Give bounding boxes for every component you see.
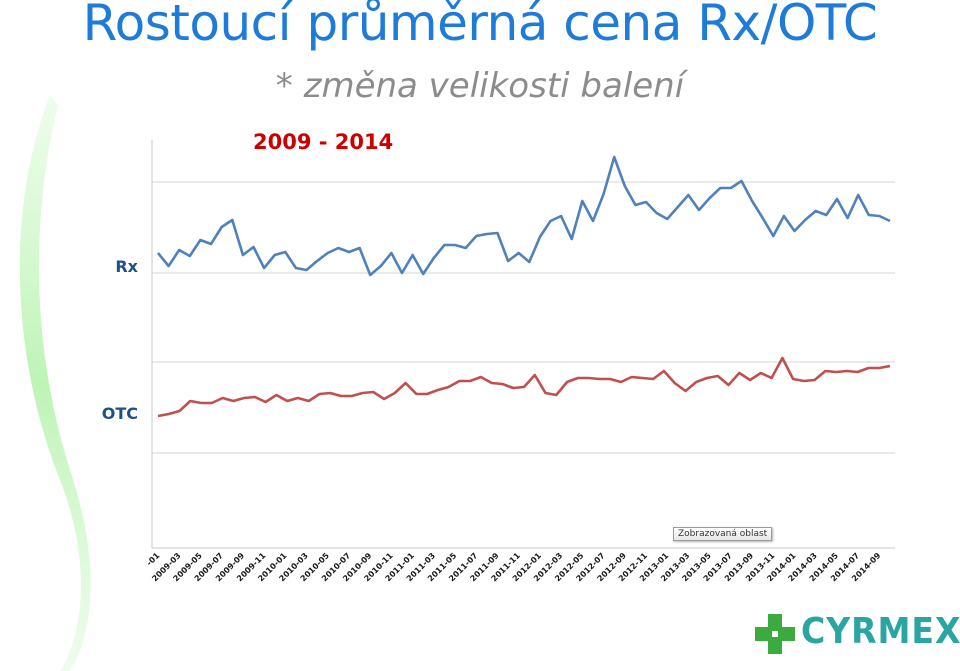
series-label-rx: Rx bbox=[115, 257, 138, 276]
period-label: 2009 - 2014 bbox=[253, 130, 394, 154]
page-title: Rostoucí průměrná cena Rx/OTC bbox=[82, 0, 878, 52]
series-line-otc bbox=[157, 356, 891, 418]
zoom-area-tooltip[interactable]: Zobrazovaná oblast bbox=[673, 527, 773, 541]
green-cross-icon bbox=[755, 614, 795, 654]
subtitle: * změna velikosti balení bbox=[275, 66, 685, 106]
x-tick-label: -01 bbox=[145, 551, 162, 568]
gridlines bbox=[152, 181, 895, 454]
series-line-rx bbox=[156, 155, 891, 277]
series-label-otc: OTC bbox=[101, 404, 138, 423]
brand-logo-text: CYRMEX bbox=[801, 611, 960, 652]
